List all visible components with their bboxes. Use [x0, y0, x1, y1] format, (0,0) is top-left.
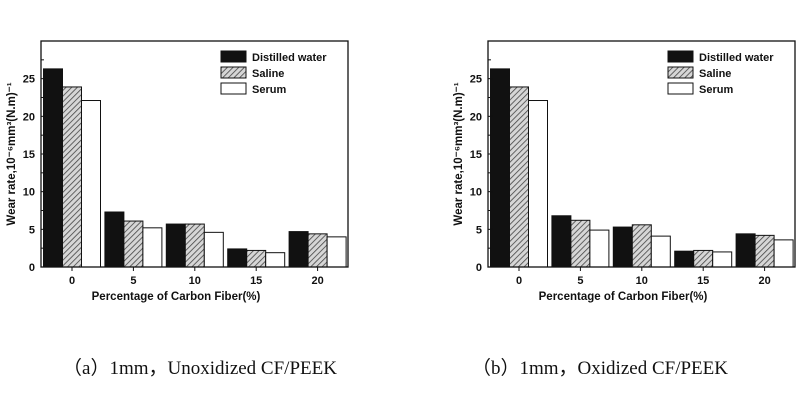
- x-tick-label: 10: [189, 275, 201, 287]
- bar-saline-15: [693, 249, 714, 268]
- chart-a: 0 5 10 15 20 0 5 10 15 20 25 Percentage of Carbon F…: [6, 40, 349, 303]
- bar-serum-0: [528, 100, 548, 268]
- y-axis-title: Wear rate,10⁻⁶mm³(N.m)⁻¹: [6, 82, 18, 225]
- bar-distilled-water-0: [490, 68, 510, 268]
- bar-distilled-water-15: [227, 248, 248, 268]
- bar-distilled-water-0: [43, 68, 63, 268]
- y-tick-label: 0: [29, 262, 35, 274]
- y-tick-label: 25: [470, 74, 482, 86]
- x-tick-label: 5: [577, 275, 583, 287]
- x-tick-label: 0: [516, 275, 522, 287]
- bar-serum-10: [650, 235, 671, 268]
- x-axis-title: Percentage of Carbon Fiber(%): [92, 291, 261, 303]
- x-tick-label: 10: [636, 275, 648, 287]
- bar-saline-5: [570, 219, 591, 268]
- chart-panel-b: 0 5 10 15 20 0 5 10 15 20 25 Percentage of Carbon F…: [400, 0, 800, 415]
- bar-serum-0: [81, 100, 101, 268]
- legend-swatch-serum: [220, 82, 247, 95]
- bar-serum-5: [589, 229, 610, 268]
- bar-distilled-water-20: [288, 231, 309, 268]
- bar-saline-10: [631, 224, 652, 268]
- y-tick-label: 20: [470, 111, 482, 123]
- legend-label-serum: Serum: [252, 84, 286, 96]
- caption-b: （b）1mm，Oxidized CF/PEEK: [472, 358, 728, 379]
- y-tick-label: 0: [476, 262, 482, 274]
- legend-swatch-saline: [220, 66, 247, 79]
- y-axis-title: Wear rate,10⁻⁶mm³(N.m)⁻¹: [453, 82, 465, 225]
- y-tick-label: 10: [23, 187, 35, 199]
- y-tick-label: 20: [23, 111, 35, 123]
- bar-distilled-water-20: [735, 233, 756, 268]
- legend-swatch-distilled-water: [220, 50, 247, 63]
- bar-serum-15: [265, 252, 286, 268]
- x-tick-label: 15: [697, 275, 709, 287]
- y-tick-label: 25: [23, 74, 35, 86]
- x-tick-label: 15: [250, 275, 262, 287]
- bar-distilled-water-5: [104, 211, 125, 268]
- bar-distilled-water-15: [674, 250, 695, 268]
- y-tick-label: 5: [476, 224, 482, 236]
- x-tick-label: 0: [69, 275, 75, 287]
- bar-saline-0: [62, 86, 82, 268]
- x-tick-label: 20: [311, 275, 323, 287]
- bar-saline-10: [184, 223, 205, 268]
- bar-saline-20: [307, 233, 328, 268]
- legend-label-saline: Saline: [699, 68, 731, 80]
- legend-swatch-distilled-water: [667, 50, 694, 63]
- legend-swatch-saline: [667, 66, 694, 79]
- bar-serum-5: [142, 227, 163, 268]
- x-axis-title: Percentage of Carbon Fiber(%): [539, 291, 708, 303]
- y-tick-label: 10: [470, 187, 482, 199]
- bar-serum-20: [326, 236, 347, 268]
- bar-distilled-water-5: [551, 215, 572, 268]
- bar-saline-20: [754, 234, 775, 268]
- chart-panel-a: 0 5 10 15 20 0 5 10 15 20 25 Percentage of Carbon F…: [6, 40, 349, 379]
- y-tick-label: 15: [470, 149, 482, 161]
- legend-label-distilled-water: Distilled water: [699, 52, 774, 64]
- bar-serum-15: [712, 251, 733, 268]
- x-tick-label: 20: [758, 275, 770, 287]
- x-tick-label: 5: [130, 275, 136, 287]
- y-tick-label: 5: [29, 224, 35, 236]
- bar-serum-10: [203, 231, 224, 268]
- legend-label-serum: Serum: [699, 84, 733, 96]
- legend-label-saline: Saline: [252, 68, 284, 80]
- chart-b: 0 5 10 15 20 0 5 10 15 20 25 Percentage of Carbon F…: [453, 40, 796, 303]
- caption-a: （a）1mm，Unoxidized CF/PEEK: [63, 358, 337, 379]
- bar-saline-15: [246, 249, 267, 268]
- legend-label-distilled-water: Distilled water: [252, 52, 327, 64]
- bar-distilled-water-10: [612, 226, 633, 268]
- bar-distilled-water-10: [165, 223, 186, 268]
- legend-swatch-serum: [667, 82, 694, 95]
- bar-saline-5: [123, 220, 144, 268]
- bar-saline-0: [509, 86, 529, 268]
- bar-serum-20: [773, 239, 794, 268]
- y-tick-label: 15: [23, 149, 35, 161]
